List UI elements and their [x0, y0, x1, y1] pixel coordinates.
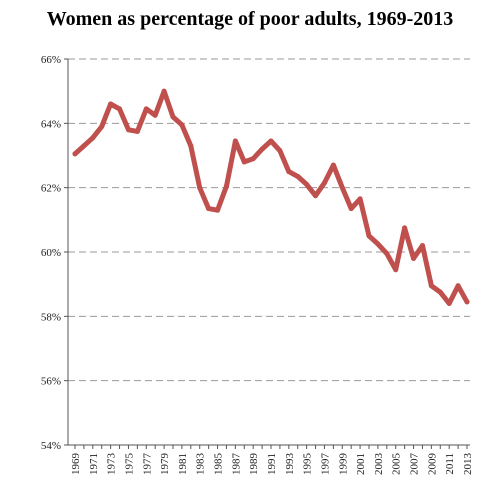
- x-tick-label: 1971: [88, 453, 100, 475]
- data-point: [215, 207, 221, 213]
- data-point: [393, 267, 399, 273]
- data-point: [455, 283, 461, 289]
- x-tick-label: 1987: [230, 453, 242, 476]
- data-point: [90, 135, 96, 141]
- data-point: [197, 185, 203, 191]
- data-point: [366, 233, 372, 239]
- data-point: [152, 112, 158, 118]
- data-point: [206, 206, 212, 212]
- data-point: [143, 106, 149, 112]
- x-tick-label: 1973: [106, 453, 118, 476]
- x-tick-label: 2005: [391, 453, 403, 476]
- y-tick-label: 64%: [41, 118, 61, 130]
- y-tick-label: 66%: [41, 54, 61, 66]
- data-point: [384, 251, 390, 257]
- x-tick-label: 1989: [248, 453, 260, 476]
- data-point: [357, 196, 363, 202]
- x-tick-label: 1985: [213, 453, 225, 476]
- x-tick-label: 1981: [177, 453, 189, 475]
- data-point: [375, 241, 381, 247]
- x-tick-label: 1969: [70, 453, 82, 476]
- x-tick-label: 2007: [409, 453, 421, 476]
- x-tick-label: 1975: [123, 453, 135, 476]
- y-tick-label: 54%: [41, 440, 61, 452]
- data-point: [268, 138, 274, 144]
- data-point: [259, 146, 265, 152]
- x-tick-label: 2003: [373, 453, 385, 476]
- x-axis: 1969 1971 1973 1975 1977 1979 1981 1983 1985 1987…: [68, 444, 474, 476]
- data-point: [295, 173, 301, 179]
- data-point: [446, 300, 452, 306]
- x-tick-label: 1977: [141, 453, 153, 476]
- data-point: [277, 148, 283, 154]
- data-point: [464, 299, 470, 305]
- y-tick-label: 62%: [41, 183, 61, 195]
- x-tick-label: 2011: [444, 453, 456, 475]
- data-point: [339, 185, 345, 191]
- x-tick-label: 1991: [266, 453, 278, 475]
- data-point: [134, 128, 140, 134]
- data-point: [402, 225, 408, 231]
- data-point: [223, 183, 229, 189]
- y-axis: 54% 56% 58% 60% 62% 64% 66%: [41, 54, 69, 452]
- x-tick-label: 1997: [319, 453, 331, 476]
- data-point: [108, 101, 114, 107]
- x-tick-label: 1999: [337, 453, 349, 476]
- data-point: [437, 289, 443, 295]
- data-point: [125, 127, 131, 133]
- x-tick-label: 2001: [355, 453, 367, 475]
- y-tick-label: 58%: [41, 311, 61, 323]
- data-point: [304, 181, 310, 187]
- data-point: [117, 106, 123, 112]
- data-point: [232, 138, 238, 144]
- y-tick-label: 56%: [41, 376, 61, 388]
- x-tick-label: 2009: [426, 453, 438, 476]
- x-tick-label: 1995: [302, 453, 314, 476]
- data-point: [72, 151, 78, 157]
- gridlines: [68, 58, 470, 382]
- data-point: [428, 283, 434, 289]
- data-point: [170, 114, 176, 120]
- data-point: [81, 143, 87, 149]
- data-point: [286, 169, 292, 175]
- chart-title: Women as percentage of poor adults, 1969…: [46, 8, 454, 30]
- data-point: [241, 159, 247, 165]
- data-point: [188, 143, 194, 149]
- data-point: [348, 206, 354, 212]
- data-point: [161, 88, 167, 94]
- x-tick-label: 1993: [284, 453, 296, 476]
- data-point: [313, 193, 319, 199]
- data-point: [99, 124, 105, 130]
- data-point: [411, 255, 417, 261]
- y-tick-label: 60%: [41, 247, 61, 259]
- x-tick-label: 2013: [462, 453, 474, 476]
- data-point: [419, 243, 425, 249]
- x-tick-label: 1983: [195, 453, 207, 476]
- series-group: [72, 88, 470, 306]
- data-point: [179, 122, 185, 128]
- x-tick-label: 1979: [159, 453, 171, 476]
- data-point: [330, 162, 336, 168]
- data-point: [250, 156, 256, 162]
- data-point: [321, 180, 327, 186]
